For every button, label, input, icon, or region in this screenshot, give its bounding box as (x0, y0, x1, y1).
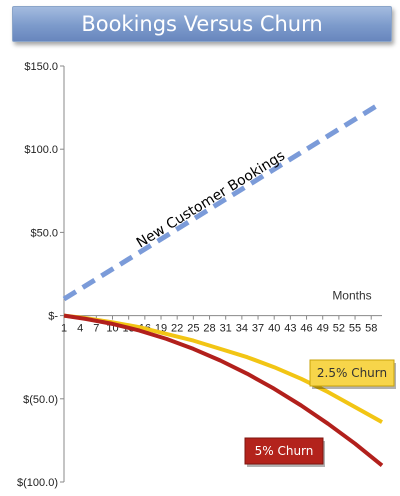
x-tick-label: 4 (77, 323, 83, 335)
x-tick-label: 28 (203, 323, 215, 335)
series-group (62, 100, 384, 467)
churn-2-5-callout-box (309, 359, 395, 387)
churn-2-5-callout: 2.5% Churn (309, 359, 396, 389)
x-tick-label: 40 (268, 323, 280, 335)
y-tick-label: $(50.0) (23, 394, 58, 406)
x-tick-label: 34 (236, 323, 248, 335)
x-tick-label: 37 (252, 323, 264, 335)
x-tick-label: 58 (365, 323, 377, 335)
series-line-bookings (62, 100, 384, 302)
x-tick-label: 55 (349, 323, 361, 335)
x-tick-label: 49 (317, 323, 329, 335)
y-tick-label: $50.0 (30, 227, 58, 239)
churn-5-callout: 5% Churn (244, 437, 325, 467)
x-tick-label: 31 (220, 323, 232, 335)
series-line-churn-5 (63, 313, 384, 467)
x-tick-label: 46 (300, 323, 312, 335)
annotations-group: New Customer Bookings 2.5% Churn 5% Churn (134, 148, 396, 467)
axes-group (60, 65, 382, 483)
x-tick-label: 7 (93, 323, 99, 335)
bookings-series-label: New Customer Bookings (134, 148, 288, 252)
tick-labels-group: $150.0$100.0$50.0$-$(50.0)$(100.0)1 4 7 10 1… (17, 61, 377, 489)
y-tick-label: $(100.0) (17, 477, 58, 489)
x-tick-label: 52 (333, 323, 345, 335)
x-tick-label: 1 (61, 323, 67, 335)
x-tick-label: 25 (187, 323, 199, 335)
y-tick-label: $150.0 (24, 61, 58, 73)
churn-5-callout-text: 5% Churn (255, 444, 314, 458)
x-axis-label: Months (332, 289, 371, 303)
y-tick-label: $- (48, 311, 58, 323)
x-tick-label: 43 (284, 323, 296, 335)
y-tick-label: $100.0 (24, 144, 58, 156)
chart-title: Bookings Versus Churn (12, 6, 392, 42)
x-tick-label: 22 (171, 323, 183, 335)
churn-2-5-callout-text: 2.5% Churn (317, 366, 387, 380)
churn-5-callout-box (244, 437, 324, 465)
